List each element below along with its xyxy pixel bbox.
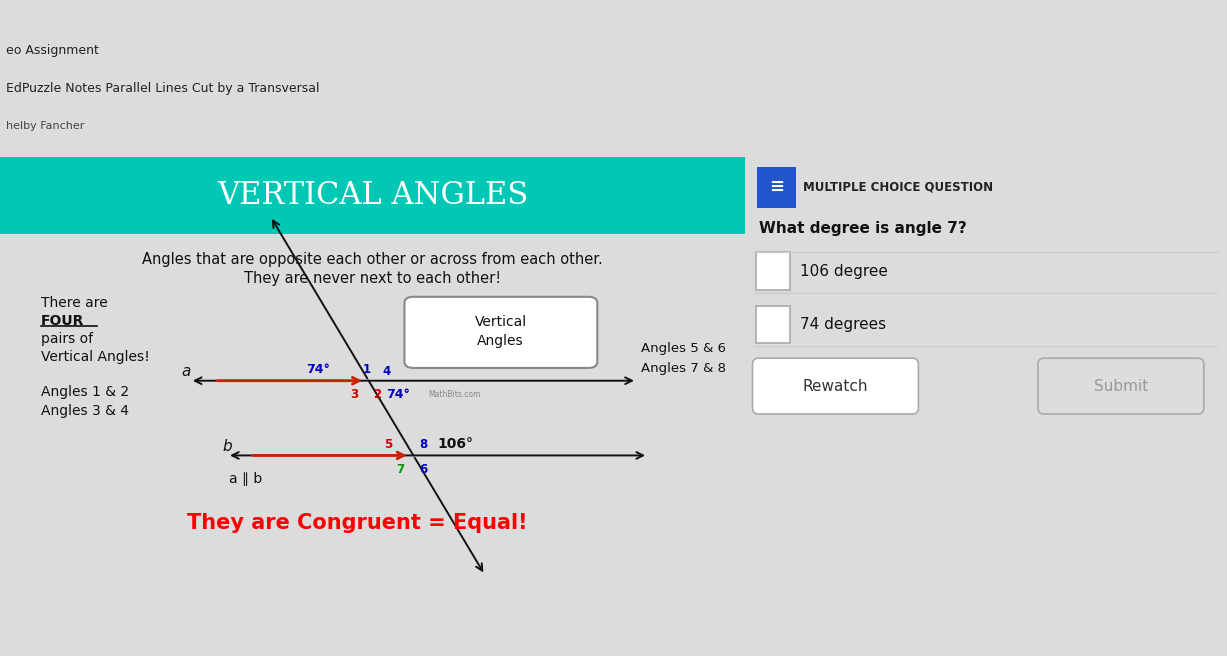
Text: They are Congruent = Equal!: They are Congruent = Equal! [188,513,528,533]
Text: eo Assignment: eo Assignment [6,45,99,57]
Text: 2: 2 [373,388,382,401]
Text: 1: 1 [363,363,371,376]
Text: ≡: ≡ [769,178,784,196]
Text: 3: 3 [350,388,358,401]
Text: helby Fancher: helby Fancher [6,121,85,131]
Text: Vertical Angles!: Vertical Angles! [40,350,150,363]
FancyBboxPatch shape [757,167,796,208]
FancyBboxPatch shape [0,157,745,234]
Text: VERTICAL ANGLES: VERTICAL ANGLES [217,180,528,211]
FancyBboxPatch shape [1038,358,1204,414]
FancyBboxPatch shape [756,306,790,343]
Text: Angles 7 & 8: Angles 7 & 8 [640,362,725,375]
Text: Angles: Angles [477,335,524,348]
Text: b: b [222,439,232,454]
FancyBboxPatch shape [752,358,918,414]
Text: Rewatch: Rewatch [802,379,869,394]
Text: What degree is angle 7?: What degree is angle 7? [760,221,967,236]
Text: a ∥ b: a ∥ b [229,472,263,487]
Text: Angles 1 & 2: Angles 1 & 2 [40,386,129,400]
Text: MathBits.com: MathBits.com [428,390,481,398]
Text: MULTIPLE CHOICE QUESTION: MULTIPLE CHOICE QUESTION [802,181,993,194]
Text: EdPuzzle Notes Parallel Lines Cut by a Transversal: EdPuzzle Notes Parallel Lines Cut by a T… [6,82,320,95]
Text: 8: 8 [420,438,427,451]
Text: 106 degree: 106 degree [800,264,888,279]
Text: 7: 7 [396,463,405,476]
Text: 74°: 74° [387,388,410,401]
Text: Angles 5 & 6: Angles 5 & 6 [640,342,725,356]
Text: Angles 3 & 4: Angles 3 & 4 [40,404,129,419]
Text: They are never next to each other!: They are never next to each other! [244,271,501,286]
Text: 74 degrees: 74 degrees [800,318,886,333]
Text: Vertical: Vertical [475,316,526,329]
Text: Angles that are opposite each other or across from each other.: Angles that are opposite each other or a… [142,252,602,267]
Text: pairs of: pairs of [40,332,93,346]
Text: Submit: Submit [1093,379,1148,394]
Text: FOUR: FOUR [40,314,85,328]
Text: There are: There are [40,296,108,310]
FancyBboxPatch shape [405,297,598,368]
Text: 6: 6 [420,463,427,476]
Text: 5: 5 [384,438,393,451]
Text: 74°: 74° [306,363,330,376]
Text: 106°: 106° [437,437,474,451]
Text: 4: 4 [382,365,390,378]
FancyBboxPatch shape [756,253,790,290]
Text: a: a [182,364,191,379]
